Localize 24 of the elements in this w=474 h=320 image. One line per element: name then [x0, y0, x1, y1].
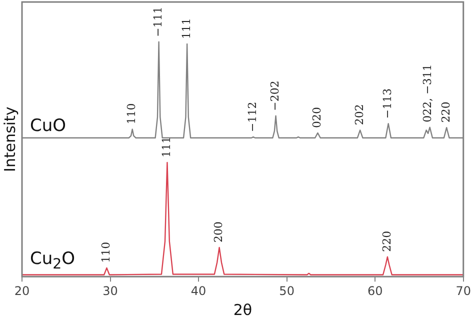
x-tick-label: 70	[456, 284, 472, 298]
x-tick-label: 40	[190, 284, 206, 298]
annotation: 022, −311	[420, 64, 434, 122]
annotation: 110	[125, 103, 138, 124]
annotation: 111	[160, 136, 174, 158]
annotation: 020	[310, 106, 324, 128]
x-axis-title: 2θ	[233, 300, 252, 319]
annotation: 220	[380, 230, 394, 252]
x-tick-label: 30	[102, 284, 118, 298]
annotation: 220	[439, 102, 452, 123]
annotation: −202	[268, 80, 282, 111]
series-label: Cu$_{2}$O	[30, 249, 76, 273]
annotation: 202	[352, 104, 366, 126]
annotation: −111	[152, 6, 165, 37]
y-axis-title: Intensity	[0, 106, 19, 172]
x-tick-label: 50	[279, 284, 294, 298]
series-label: CuO	[30, 116, 66, 136]
annotation: 111	[180, 18, 193, 40]
annotation: 200	[212, 221, 226, 242]
x-tick-label: 60	[367, 284, 383, 298]
x-tick-label: 20	[14, 284, 30, 298]
annotation: −113	[381, 88, 394, 119]
annotation: −112	[246, 102, 260, 132]
annotation: 110	[100, 242, 113, 263]
